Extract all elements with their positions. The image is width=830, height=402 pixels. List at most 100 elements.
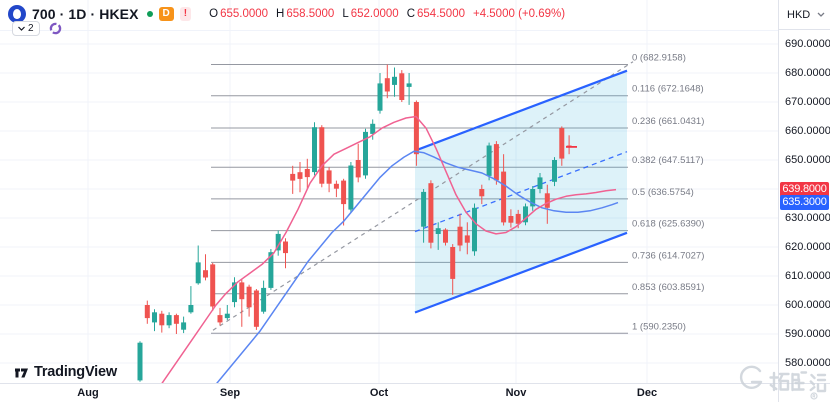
header-divider [0, 30, 778, 31]
fib-level-label: 0.382 (647.5117) [632, 155, 704, 166]
price-tick: 650.0000 [785, 154, 830, 166]
price-tick: 590.0000 [785, 328, 830, 340]
candle [530, 189, 536, 207]
price-tick: 630.0000 [785, 212, 830, 224]
candle [333, 183, 339, 189]
month-tick: Sep [219, 387, 241, 399]
candle [399, 73, 405, 100]
candle [290, 173, 296, 181]
candle [363, 131, 368, 176]
close-value: 654.5000 [417, 8, 465, 20]
candle [319, 127, 325, 184]
candle [312, 127, 317, 173]
candle [341, 180, 347, 205]
axis-price-label: 639.8000 [780, 182, 829, 198]
price-tick: 670.0000 [785, 96, 830, 108]
axis-corner [778, 383, 830, 402]
currency-selector[interactable]: HKD [779, 0, 830, 30]
candle [137, 342, 143, 381]
candle [355, 160, 361, 178]
candle [239, 282, 245, 300]
candle [268, 252, 274, 288]
candle [523, 206, 528, 223]
fib-level-label: 0.236 (661.0431) [632, 116, 704, 127]
candle [501, 171, 507, 223]
price-axis[interactable]: HKD 690.0000 680.0000 670.0000 660.0000 650.… [778, 0, 830, 383]
market-status-icon[interactable] [146, 11, 153, 17]
indicators-row: 2 [12, 21, 62, 36]
candle [435, 228, 441, 234]
symbol-title[interactable]: 700 · 1D · HKEX [32, 6, 139, 22]
tradingview-logo-text: TradingView [34, 364, 117, 380]
candle [377, 83, 383, 111]
symbol-logo-icon[interactable] [8, 5, 26, 23]
chevron-down-icon [18, 26, 25, 31]
tradingview-mark-icon [15, 368, 28, 377]
time-axis[interactable]: Aug Sep Oct Nov Dec [0, 383, 778, 402]
delayed-data-badge[interactable]: D [158, 7, 174, 21]
high-label: H [276, 8, 285, 20]
channel-bottom-line [414, 231, 628, 314]
high-value: 658.5000 [286, 8, 335, 20]
candle [217, 315, 223, 323]
candle [413, 102, 419, 155]
symbol-legend: 700 · 1D · HKEX D ! O 655.0000 H 658.500… [8, 5, 565, 23]
candle [304, 169, 310, 178]
candle [166, 315, 172, 326]
candle [457, 226, 463, 246]
candle [181, 322, 187, 330]
month-tick: Nov [505, 387, 527, 399]
candle [443, 229, 448, 243]
channel-top-line [414, 69, 628, 152]
candle [406, 83, 412, 87]
indicator-count: 2 [28, 23, 34, 34]
channel-mid-line [414, 151, 628, 233]
candle [392, 76, 397, 85]
fib-level-label: 0.853 (603.8591) [632, 282, 704, 293]
candle [232, 282, 237, 303]
candle [428, 183, 434, 243]
price-tick: 610.0000 [785, 270, 830, 282]
currency-label: HKD [787, 8, 811, 21]
price-tick: 620.0000 [785, 241, 830, 253]
ohlc-values: O 655.0000 H 658.5000 L 652.0000 C 654.5… [203, 8, 565, 20]
fib-level-label: 0.736 (614.7027) [632, 250, 704, 261]
fib-level-label: 0.116 (672.1648) [632, 84, 704, 95]
candle [195, 262, 201, 284]
month-tick: Aug [77, 387, 99, 399]
fib-level-label: 0.5 (636.5754) [632, 187, 694, 198]
candle [188, 305, 194, 313]
candle [544, 193, 550, 208]
candle [283, 241, 288, 254]
candle [253, 290, 259, 327]
candle [384, 78, 390, 92]
chart-pane[interactable]: 0 (682.9158) 0.116 (672.1648) 0.236 (661.0… [0, 0, 778, 383]
candle [152, 312, 157, 323]
candle [486, 145, 492, 176]
candle [203, 270, 208, 278]
candle [159, 313, 165, 326]
month-tick: Dec [636, 387, 658, 399]
indicator-loop-icon[interactable] [49, 22, 62, 35]
fib-level-label: 1 (590.2350) [632, 321, 686, 332]
change-value: +4.5000 (+0.69%) [472, 8, 566, 20]
candle [246, 286, 252, 308]
candle [261, 287, 267, 312]
collapsed-indicators-chip[interactable]: 2 [12, 21, 40, 36]
alert-badge[interactable]: ! [179, 7, 192, 21]
candle [508, 216, 514, 223]
candle [493, 144, 499, 181]
candle [224, 313, 230, 319]
candle [275, 233, 281, 251]
candle [472, 207, 477, 252]
tradingview-logo[interactable]: TradingView [14, 364, 117, 380]
candle [210, 264, 216, 307]
candle [370, 123, 376, 134]
open-value: 655.0000 [220, 8, 269, 20]
price-tick: 690.0000 [785, 38, 830, 50]
axis-price-label: 635.3000 [780, 195, 829, 211]
month-tick: Oct [369, 387, 389, 399]
candle [552, 160, 557, 182]
close-label: C [406, 8, 416, 20]
